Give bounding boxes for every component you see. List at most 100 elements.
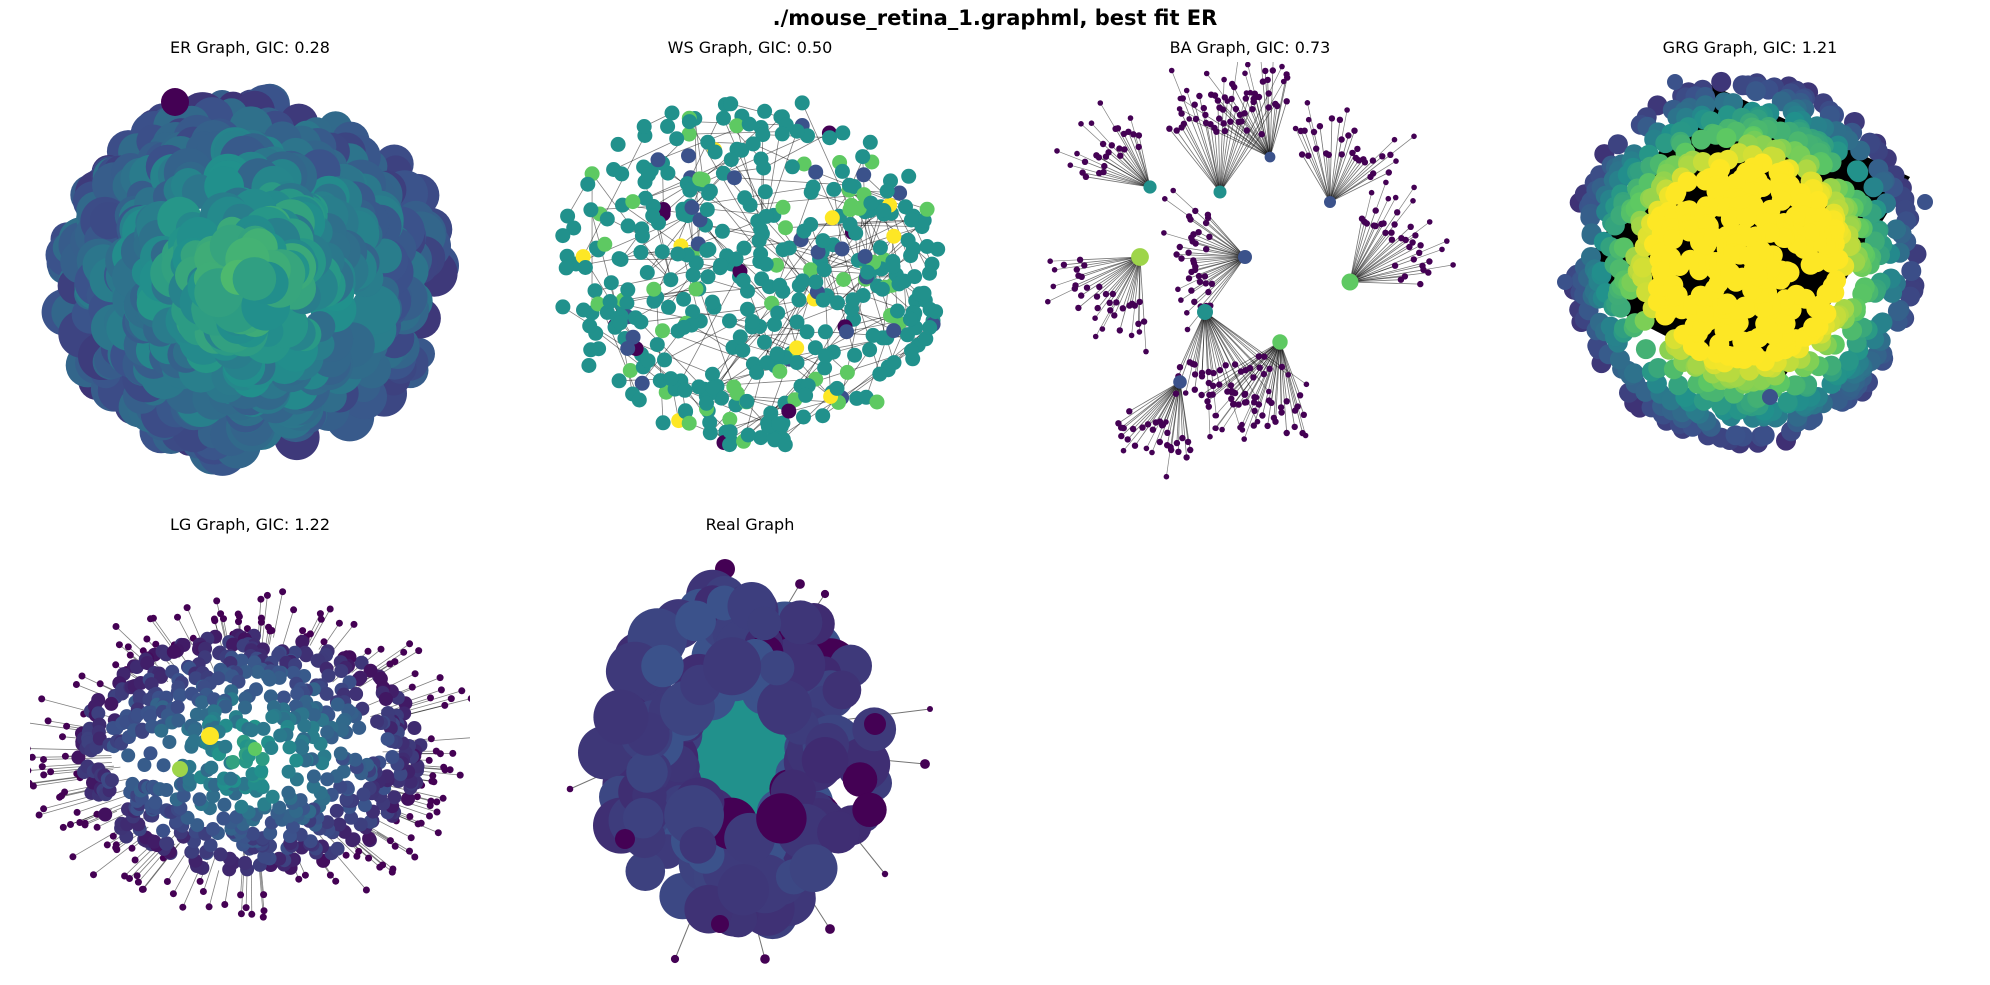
leaf-node xyxy=(1391,136,1398,143)
leaf-node xyxy=(820,589,830,599)
node xyxy=(187,734,201,749)
node xyxy=(1863,177,1884,198)
leaf-node xyxy=(317,615,325,623)
edge xyxy=(1372,139,1395,161)
node xyxy=(1725,425,1746,446)
lg-graph-title: LG Graph, GIC: 1.22 xyxy=(169,515,331,534)
ba-graph-network xyxy=(1045,62,1456,480)
leaf-node xyxy=(1266,365,1273,372)
leaf-node xyxy=(217,610,225,618)
leaf-node xyxy=(1178,255,1185,262)
edge xyxy=(1349,223,1384,283)
leaf-node xyxy=(342,851,350,859)
leaf-node xyxy=(112,844,120,852)
edge xyxy=(1084,256,1141,266)
leaf-node xyxy=(1274,102,1281,110)
edge xyxy=(1179,381,1189,442)
node xyxy=(677,403,693,419)
edge xyxy=(1232,341,1281,405)
leaf-node xyxy=(1135,132,1143,139)
node xyxy=(566,220,582,236)
leaf-node xyxy=(1241,391,1248,398)
node xyxy=(1692,152,1713,172)
node xyxy=(225,755,240,769)
node xyxy=(654,244,670,260)
leaf-node xyxy=(1412,232,1419,239)
node xyxy=(626,751,668,793)
edge xyxy=(1349,276,1405,283)
edge xyxy=(1167,381,1181,433)
edge xyxy=(309,608,331,646)
leaf-node xyxy=(1072,282,1079,289)
hub-node xyxy=(248,742,262,756)
edge xyxy=(779,186,855,286)
leaf-node xyxy=(112,661,120,669)
leaf-node xyxy=(430,778,438,786)
node xyxy=(622,797,664,839)
grg-graph-network xyxy=(1557,71,1933,454)
leaf-node xyxy=(199,888,207,895)
node xyxy=(919,201,935,217)
leaf-node xyxy=(320,638,328,646)
node xyxy=(1846,160,1867,181)
leaf-node xyxy=(1204,211,1212,218)
edge xyxy=(1080,123,1104,145)
node xyxy=(839,324,854,340)
leaf-node xyxy=(1107,307,1114,314)
leaf-node xyxy=(1242,70,1248,77)
node xyxy=(876,203,892,218)
edge xyxy=(1349,244,1421,283)
node xyxy=(798,387,814,403)
edge xyxy=(1205,256,1246,307)
edge xyxy=(1269,101,1288,158)
node xyxy=(857,249,873,264)
leaf-node xyxy=(1284,74,1291,81)
leaf-node xyxy=(1368,189,1375,196)
outlier-node xyxy=(1667,74,1683,90)
node xyxy=(256,721,271,736)
nodes xyxy=(1045,62,1456,480)
node xyxy=(357,798,372,813)
edge xyxy=(1279,341,1303,434)
node xyxy=(218,699,233,714)
ba-graph-panel: BA Graph, GIC: 0.73 xyxy=(1030,38,1470,480)
node xyxy=(757,334,772,350)
leaf-node xyxy=(1114,125,1122,132)
leaf-node xyxy=(295,875,303,883)
leaf-node xyxy=(1111,312,1118,319)
leaf-node xyxy=(1116,145,1123,152)
node xyxy=(613,252,629,267)
node xyxy=(699,202,715,218)
node xyxy=(717,864,769,916)
node xyxy=(597,236,613,252)
leaf-node xyxy=(1220,120,1227,127)
node xyxy=(729,118,745,134)
node xyxy=(799,324,815,340)
node xyxy=(611,373,627,389)
edge xyxy=(1209,256,1246,306)
leaf-node xyxy=(1241,436,1247,442)
node xyxy=(223,771,238,786)
edge xyxy=(1231,341,1281,392)
node xyxy=(807,340,823,356)
node xyxy=(657,352,672,368)
ws-graph-network xyxy=(555,95,946,453)
leaf-node xyxy=(1227,118,1234,125)
node xyxy=(1777,391,1798,412)
node xyxy=(238,856,252,870)
edge xyxy=(1127,381,1181,440)
leaf-node xyxy=(1228,95,1235,103)
leaf-node xyxy=(1192,207,1199,215)
edge xyxy=(1269,70,1274,158)
leaf-node xyxy=(1391,262,1399,269)
leaf-node xyxy=(1149,449,1155,456)
edge xyxy=(1185,363,1194,394)
node xyxy=(645,208,661,224)
node xyxy=(772,277,788,293)
node xyxy=(143,746,158,761)
leaf-node xyxy=(90,871,97,879)
leaf-node xyxy=(1096,283,1103,290)
leaf-node xyxy=(1230,401,1237,408)
node xyxy=(1663,229,1683,250)
edge xyxy=(1218,118,1271,158)
